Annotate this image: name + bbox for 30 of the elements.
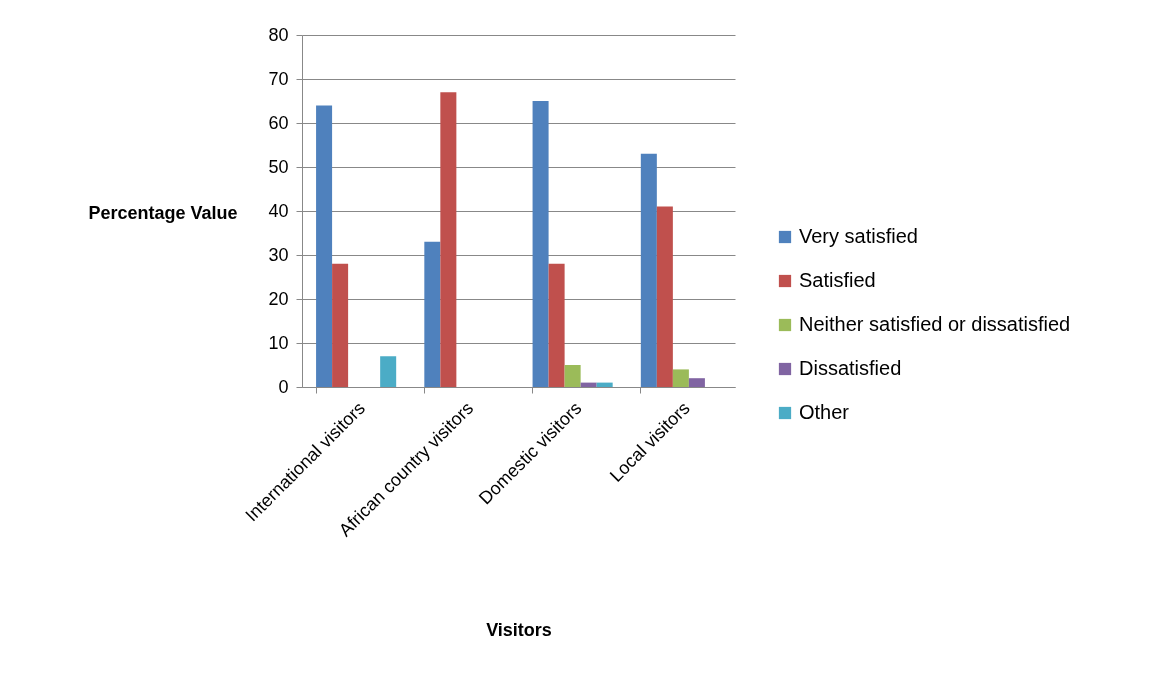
y-tick-label: 0	[278, 376, 289, 397]
bar	[424, 241, 441, 387]
bar	[316, 105, 333, 387]
bar	[564, 365, 581, 387]
y-tick-label: 80	[268, 24, 289, 45]
y-tick-label: 10	[268, 332, 289, 353]
bar	[532, 101, 549, 387]
y-tick-label: 70	[268, 68, 289, 89]
bar	[672, 369, 689, 387]
bar	[596, 382, 613, 387]
bar	[332, 263, 349, 387]
y-tick-label: 40	[268, 200, 289, 221]
y-tick-label: 50	[268, 156, 289, 177]
bar	[688, 378, 705, 387]
bar	[656, 206, 673, 387]
bar	[548, 263, 565, 387]
legend-label: Dissatisfied	[799, 357, 902, 379]
legend-label: Other	[799, 401, 850, 423]
legend-label: Neither satisfied or dissatisfied	[799, 313, 1071, 335]
y-tick-label: 60	[268, 112, 289, 133]
y-axis-title: Percentage Value	[88, 202, 238, 223]
bar	[440, 92, 457, 387]
x-axis-title: Visitors	[486, 619, 552, 640]
bar	[640, 153, 657, 387]
legend-label: Very satisfied	[799, 225, 918, 247]
bar	[380, 356, 397, 387]
legend-label: Satisfied	[799, 269, 876, 291]
y-tick-label: 30	[268, 244, 289, 265]
y-tick-label: 20	[268, 288, 289, 309]
bar	[580, 382, 597, 387]
